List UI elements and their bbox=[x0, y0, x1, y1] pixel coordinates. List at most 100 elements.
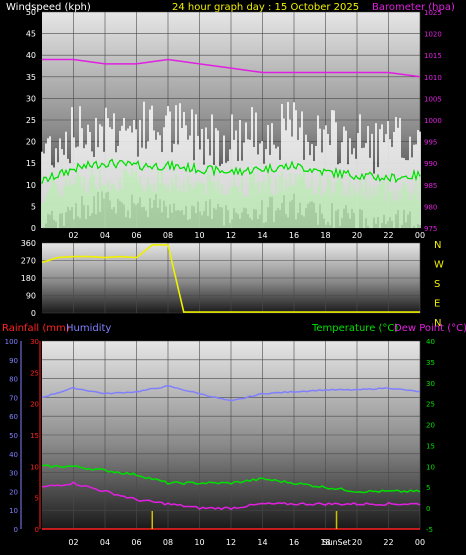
temp-y-tick-label: 10 bbox=[426, 463, 435, 471]
x-tick-label: 18 bbox=[320, 231, 330, 240]
header-windspeed-label: Windspeed (kph) bbox=[6, 2, 91, 13]
barometer-line bbox=[42, 58, 421, 78]
baro-y-tick-label: 1015 bbox=[424, 52, 442, 60]
baro-y-tick-label: 985 bbox=[424, 182, 437, 190]
temp-y-tick-label: -5 bbox=[426, 526, 433, 534]
wind-direction-line bbox=[41, 244, 420, 313]
direction-y-tick-label: 90 bbox=[26, 292, 36, 301]
x-tick-label: 02 bbox=[68, 538, 78, 547]
x-tick-label: 04 bbox=[100, 538, 110, 547]
wind-y-tick-label: 10 bbox=[26, 181, 36, 190]
humidity-y-tick-label: 100 bbox=[5, 338, 18, 346]
direction-y-tick-label: 270 bbox=[21, 257, 36, 266]
x-tick-label: 22 bbox=[383, 231, 393, 240]
wind-y-tick-label: 25 bbox=[26, 116, 36, 125]
wind-y-tick-label: 30 bbox=[26, 94, 36, 103]
x-tick-label: 14 bbox=[257, 231, 267, 240]
wind-y-tick-label: 50 bbox=[26, 8, 36, 17]
x-tick-label: 12 bbox=[226, 538, 236, 547]
humidity-y-tick-label: 90 bbox=[9, 357, 18, 365]
compass-label: S bbox=[434, 279, 440, 290]
humidity-y-tick-label: 70 bbox=[9, 394, 18, 402]
rain-y-tick-label: 0 bbox=[35, 526, 39, 534]
temp-y-tick-label: 20 bbox=[426, 422, 435, 430]
rain-y-tick-label: 15 bbox=[30, 432, 39, 440]
temp-y-tick-label: 5 bbox=[426, 484, 430, 492]
wind-y-tick-label: 15 bbox=[26, 159, 36, 168]
x-tick-label: 22 bbox=[383, 538, 393, 547]
wind-y-tick-label: 5 bbox=[31, 202, 36, 211]
direction-y-tick-label: 360 bbox=[21, 239, 36, 248]
compass-label: W bbox=[434, 260, 444, 271]
baro-y-tick-label: 1025 bbox=[424, 9, 442, 17]
wind-y-tick-label: 20 bbox=[26, 138, 36, 147]
x-tick-label: 00 bbox=[415, 538, 425, 547]
baro-y-tick-label: 1000 bbox=[424, 117, 442, 125]
rainfall-label: Rainfall (mm) bbox=[2, 323, 70, 334]
x-tick-label: 12 bbox=[226, 231, 236, 240]
direction-y-tick-label: 0 bbox=[31, 309, 36, 318]
direction-y-tick-label: 180 bbox=[21, 274, 36, 283]
compass-label: N bbox=[434, 318, 441, 329]
x-tick-label: 10 bbox=[194, 231, 204, 240]
compass-label: E bbox=[434, 299, 440, 310]
temperature-label: Temperature (°C) bbox=[311, 323, 398, 334]
sun-label: Sun bbox=[323, 538, 338, 547]
humidity-y-tick-label: 10 bbox=[9, 507, 18, 515]
x-tick-label: 08 bbox=[163, 231, 173, 240]
rain-y-tick-label: 25 bbox=[30, 369, 39, 377]
baro-y-tick-label: 1005 bbox=[424, 95, 442, 103]
wind-y-tick-label: 40 bbox=[26, 51, 36, 60]
x-tick-label: 18 bbox=[320, 538, 330, 547]
wind-y-tick-label: 0 bbox=[31, 224, 36, 233]
baro-y-tick-label: 1020 bbox=[424, 31, 442, 39]
rain-y-tick-label: 10 bbox=[30, 463, 39, 471]
wind-average-line bbox=[41, 158, 421, 184]
temp-y-tick-label: 35 bbox=[426, 359, 435, 367]
humidity-y-tick-label: 0 bbox=[14, 526, 18, 534]
temp-y-tick-label: 40 bbox=[426, 338, 435, 346]
humidity-y-tick-label: 50 bbox=[9, 432, 18, 440]
x-tick-label: 04 bbox=[100, 231, 110, 240]
x-tick-label: 08 bbox=[163, 538, 173, 547]
temp-y-tick-label: 0 bbox=[426, 505, 430, 513]
rain-y-tick-label: 30 bbox=[30, 338, 39, 346]
x-tick-label: 20 bbox=[352, 231, 362, 240]
x-tick-label: 10 bbox=[194, 538, 204, 547]
header-barometer-label: Barometer (hpa) bbox=[372, 2, 455, 13]
temp-y-tick-label: 30 bbox=[426, 380, 435, 388]
baro-y-tick-label: 975 bbox=[424, 225, 437, 233]
humidity-y-tick-label: 60 bbox=[9, 413, 18, 421]
baro-y-tick-label: 995 bbox=[424, 139, 437, 147]
x-tick-label: 02 bbox=[68, 231, 78, 240]
humidity-y-tick-label: 30 bbox=[9, 470, 18, 478]
dewpoint-label: Dew Point (°C) bbox=[394, 323, 466, 334]
humidity-label: Humidity bbox=[66, 323, 111, 334]
temp-y-tick-label: 15 bbox=[426, 442, 435, 450]
humidity-y-tick-label: 80 bbox=[9, 376, 18, 384]
x-tick-label: 20 bbox=[352, 538, 362, 547]
compass-label: N bbox=[434, 240, 441, 251]
wind-y-tick-label: 35 bbox=[26, 73, 36, 82]
baro-y-tick-label: 1010 bbox=[424, 74, 442, 82]
dewpoint-line bbox=[41, 481, 421, 511]
header-title: 24 hour graph day : 15 October 2025 bbox=[172, 2, 359, 13]
rain-y-tick-label: 5 bbox=[35, 495, 39, 503]
baro-y-tick-label: 980 bbox=[424, 203, 437, 211]
x-tick-label: 00 bbox=[415, 231, 425, 240]
set-label: Set bbox=[338, 538, 351, 547]
humidity-line bbox=[41, 384, 421, 402]
temperature-line bbox=[41, 464, 421, 494]
wind-y-tick-label: 45 bbox=[26, 30, 36, 39]
x-tick-label: 14 bbox=[257, 538, 267, 547]
temp-y-tick-label: 25 bbox=[426, 401, 435, 409]
rain-y-tick-label: 20 bbox=[30, 401, 39, 409]
x-tick-label: 16 bbox=[289, 231, 299, 240]
x-tick-label: 16 bbox=[289, 538, 299, 547]
humidity-y-tick-label: 20 bbox=[9, 488, 18, 496]
x-tick-label: 06 bbox=[131, 231, 141, 240]
baro-y-tick-label: 990 bbox=[424, 160, 437, 168]
humidity-y-tick-label: 40 bbox=[9, 451, 18, 459]
x-tick-label: 06 bbox=[131, 538, 141, 547]
